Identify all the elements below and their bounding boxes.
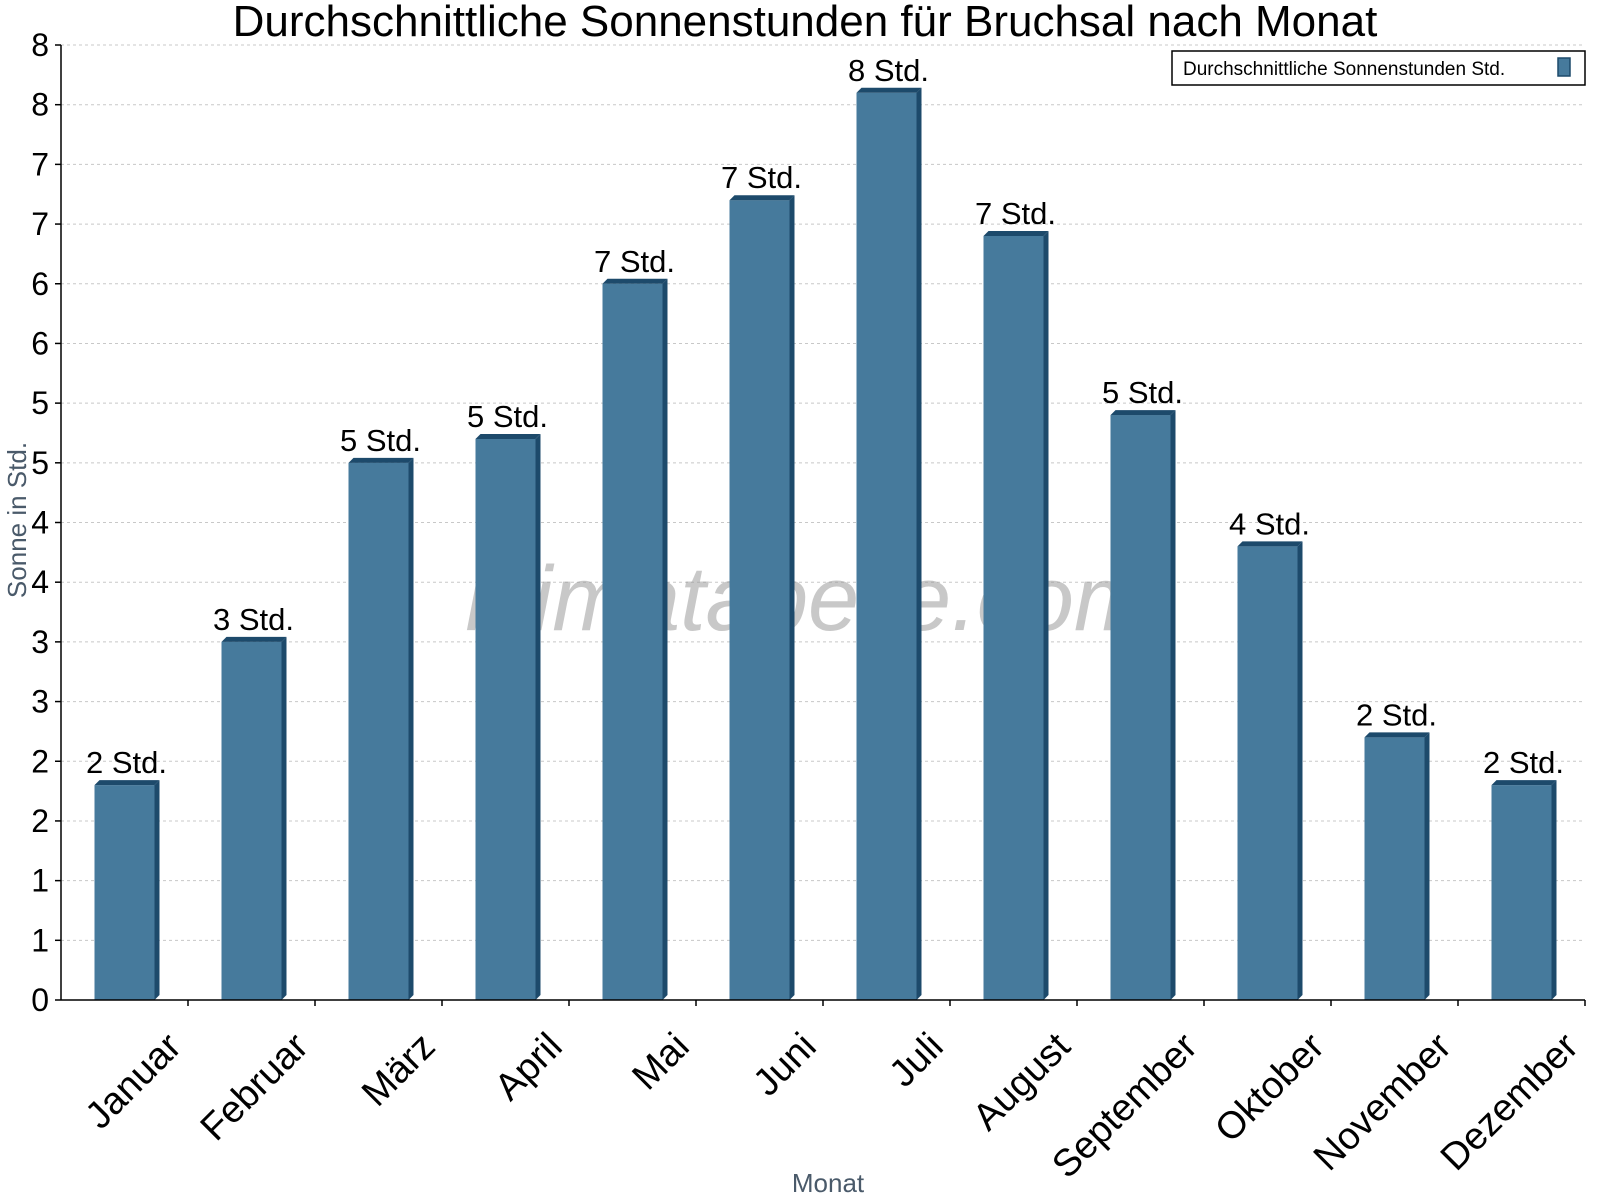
x-tick-label-2: März (354, 1025, 443, 1114)
bar-top-6 (856, 87, 922, 93)
bar-top-11 (1491, 780, 1557, 786)
y-axis-title: Sonne in Std. (2, 442, 32, 598)
chart-title: Durchschnittliche Sonnenstunden für Bruc… (233, 0, 1378, 46)
x-tick-label-1: Februar (193, 1025, 317, 1149)
bar-top-1 (221, 636, 287, 642)
x-tick-label-6: Juli (882, 1025, 952, 1095)
y-tick-label-6: 3 (31, 624, 49, 660)
data-label-0: 2 Std. (86, 745, 167, 780)
x-tick-label-3: April (487, 1025, 570, 1108)
bar-11 (1491, 785, 1552, 1000)
bar-side-5 (789, 195, 795, 1000)
y-tick-label-2: 1 (31, 863, 49, 899)
bar-side-9 (1297, 541, 1303, 1000)
data-label-5: 7 Std. (721, 160, 802, 195)
x-tick-label-10: November (1306, 1025, 1460, 1179)
bar-10 (1364, 737, 1425, 1000)
y-tick-label-3: 2 (31, 803, 49, 839)
bar-top-3 (475, 433, 541, 439)
y-tick-label-14: 7 (31, 146, 49, 182)
x-axis-title: Monat (792, 1168, 865, 1198)
bar-top-8 (1110, 410, 1176, 416)
data-label-9: 4 Std. (1229, 506, 1310, 541)
data-label-3: 5 Std. (467, 399, 548, 434)
bar-top-2 (348, 457, 414, 463)
bar-7 (983, 236, 1044, 1000)
bar-top-10 (1364, 732, 1430, 738)
legend-box (1171, 50, 1586, 86)
x-tick-label-9: Oktober (1207, 1025, 1333, 1151)
y-tick-label-10: 5 (31, 385, 49, 421)
data-label-1: 3 Std. (213, 602, 294, 637)
bar-side-10 (1424, 732, 1430, 1000)
bar-side-6 (916, 87, 922, 1000)
y-tick-label-8: 4 (31, 505, 49, 541)
data-label-4: 7 Std. (594, 244, 675, 279)
bar-1 (221, 641, 282, 1000)
x-axis-ticks: Januar Februar März April Mai Juni Juli AugustS… (78, 1000, 1587, 1186)
x-tick-label-5: Juni (746, 1025, 825, 1104)
bar-side-1 (281, 636, 287, 1000)
y-tick-label-0: 0 (31, 982, 49, 1018)
bar-6 (856, 92, 917, 1000)
bar-top-7 (983, 231, 1049, 236)
y-tick-label-9: 5 (31, 445, 49, 481)
bar-3 (475, 438, 536, 1000)
bar-side-2 (408, 457, 414, 1000)
bar-9 (1237, 546, 1298, 1000)
x-tick-label-0: Januar (78, 1025, 190, 1137)
bar-series (94, 87, 1557, 1000)
legend: Durchschnittliche Sonnenstunden Std. (1171, 50, 1586, 86)
bar-4 (602, 283, 663, 1000)
y-tick-label-11: 6 (31, 325, 49, 361)
legend-label: Durchschnittliche Sonnenstunden Std. (1183, 59, 1505, 80)
y-tick-label-12: 6 (31, 266, 49, 302)
x-tick-label-4: Mai (625, 1025, 698, 1098)
bar-side-8 (1170, 410, 1176, 1000)
bar-side-7 (1043, 231, 1049, 1000)
data-label-6: 8 Std. (848, 53, 929, 88)
bar-top-0 (94, 780, 160, 786)
y-tick-label-16: 8 (31, 27, 49, 63)
legend-swatch (1557, 57, 1571, 77)
bar-top-5 (729, 195, 795, 201)
data-labels: 2 Std. 3 Std. 5 Std. 5 Std. 7 Std. 7 Std. 8 St… (86, 53, 1564, 780)
bar-2 (348, 462, 409, 1000)
bar-5 (729, 200, 790, 1000)
data-label-7: 7 Std. (975, 196, 1056, 231)
y-tick-label-1: 1 (31, 922, 49, 958)
bar-side-0 (154, 780, 160, 1000)
bar-8 (1110, 415, 1171, 1000)
y-axis-ticks: 0 1 1 2 2 3 3 4 4 5 5 6 6 7 7 8 8 (31, 27, 61, 1018)
y-tick-label-7: 4 (31, 564, 49, 600)
bar-side-3 (535, 433, 541, 1000)
bar-side-4 (662, 278, 668, 1000)
data-label-10: 2 Std. (1356, 697, 1437, 732)
y-tick-label-5: 3 (31, 684, 49, 720)
y-tick-label-13: 7 (31, 206, 49, 242)
x-tick-label-7: August (965, 1025, 1079, 1139)
bar-top-4 (602, 278, 668, 284)
bar-top-9 (1237, 541, 1303, 547)
y-tick-label-4: 2 (31, 743, 49, 779)
data-label-11: 2 Std. (1483, 745, 1564, 780)
bar-side-11 (1551, 780, 1557, 1000)
grid-lines (61, 44, 1585, 941)
bar-0 (94, 785, 155, 1000)
data-label-8: 5 Std. (1102, 375, 1183, 410)
y-tick-label-15: 8 (31, 87, 49, 123)
x-tick-label-11: Dezember (1433, 1025, 1587, 1179)
data-label-2: 5 Std. (340, 423, 421, 458)
